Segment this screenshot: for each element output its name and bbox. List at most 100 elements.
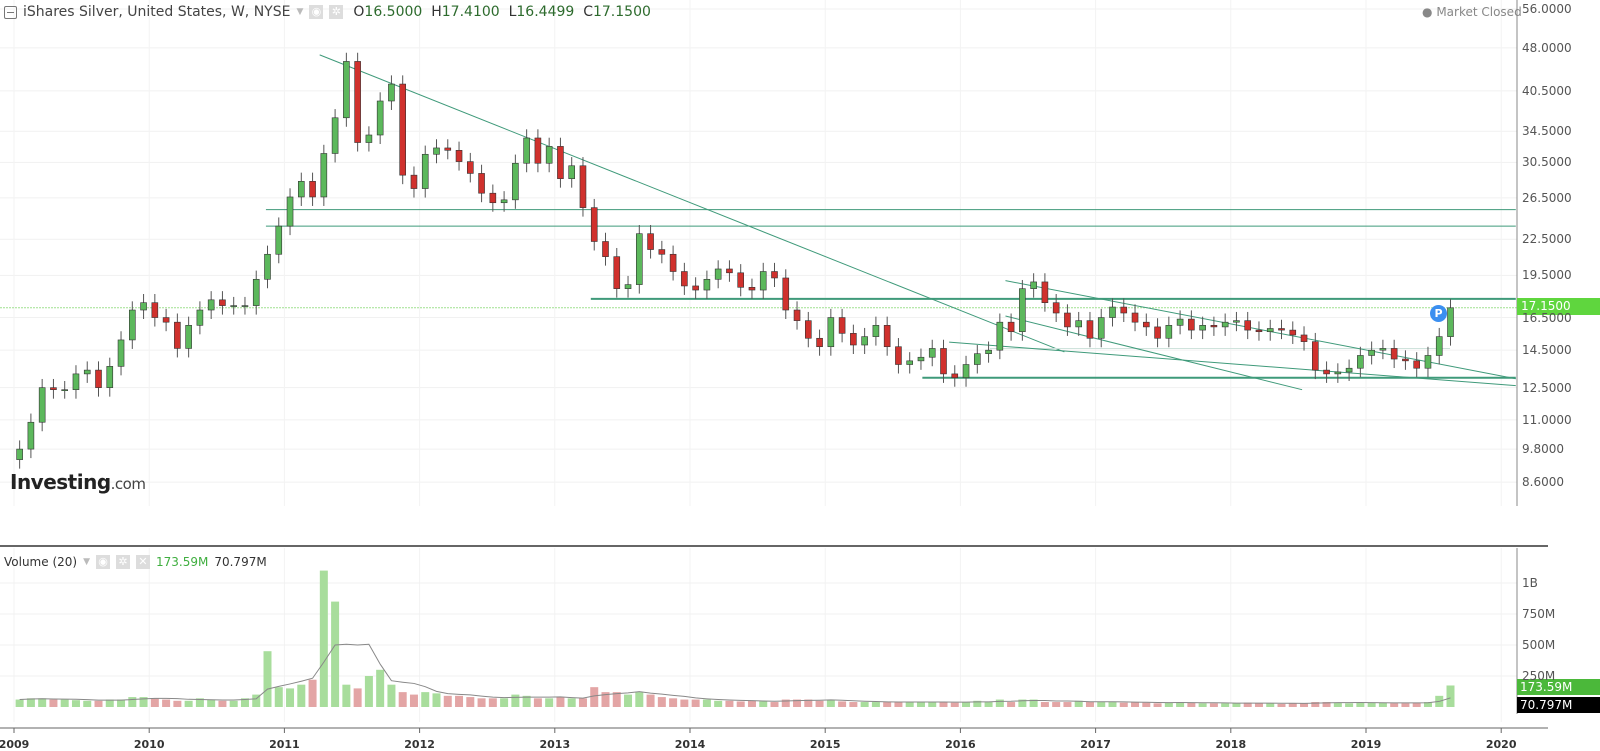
volume-bar <box>1209 703 1218 707</box>
candle <box>196 309 204 326</box>
volume-bar <box>466 697 475 707</box>
instrument-title[interactable]: iShares Silver, United States, W, NYSE <box>23 4 291 20</box>
candle <box>478 173 485 194</box>
candle <box>95 369 102 388</box>
volume-bar <box>240 698 249 707</box>
time-tick-label: 2011 <box>269 738 300 751</box>
volume-bar <box>995 699 1004 707</box>
candle <box>1435 336 1443 356</box>
candle <box>534 137 542 164</box>
collapse-icon[interactable] <box>4 5 17 19</box>
candle <box>433 147 440 155</box>
trendline[interactable] <box>1005 315 1303 391</box>
volume-bar <box>894 702 903 707</box>
candle <box>759 271 767 291</box>
volume-ma-value: 70.797M <box>214 555 267 569</box>
volume-bar <box>804 699 813 707</box>
candle <box>1041 281 1049 303</box>
candle <box>647 233 654 250</box>
volume-bar <box>274 687 283 707</box>
chevron-down-icon[interactable]: ▼ <box>83 557 90 567</box>
candle <box>343 61 350 119</box>
candle <box>354 61 361 143</box>
candle <box>635 233 643 285</box>
candle <box>838 317 846 334</box>
volume-bar <box>195 698 204 707</box>
price-tick-label: 8.6000 <box>1522 475 1564 490</box>
candle <box>985 349 992 354</box>
candle <box>1255 329 1263 333</box>
volume-bar <box>150 698 159 707</box>
candle <box>466 161 474 174</box>
high-value: 17.4100 <box>441 4 500 20</box>
candle <box>264 253 271 280</box>
volume-tick-label: 1B <box>1522 576 1538 590</box>
volume-bar <box>252 694 261 707</box>
volume-bar <box>1097 702 1106 707</box>
candle <box>1266 328 1274 333</box>
trendline[interactable] <box>319 54 1065 353</box>
high-label: H <box>431 4 442 20</box>
candle <box>928 348 936 358</box>
chevron-down-icon[interactable]: ▼ <box>296 7 304 17</box>
gear-icon[interactable]: ✲ <box>329 5 344 19</box>
volume-bar <box>207 699 216 707</box>
volume-bar <box>545 698 554 707</box>
volume-bar <box>770 702 779 707</box>
candle <box>421 153 429 189</box>
trendline[interactable] <box>949 341 1516 387</box>
price-tick-label: 30.5000 <box>1522 155 1572 170</box>
candle <box>129 309 136 341</box>
volume-bar <box>26 698 35 707</box>
volume-bar <box>691 699 700 707</box>
volume-bar <box>962 702 971 707</box>
volume-bar <box>1153 703 1162 707</box>
candle <box>523 137 530 164</box>
time-tick-label: 2015 <box>809 738 841 751</box>
gear-icon[interactable]: ✲ <box>116 555 130 569</box>
candle <box>1244 320 1251 331</box>
candle <box>1199 325 1206 331</box>
candle <box>1120 306 1128 314</box>
candle <box>219 299 226 306</box>
candle <box>1165 325 1173 339</box>
time-tick-label: 2009 <box>0 738 30 751</box>
eye-icon[interactable]: ◉ <box>96 555 110 569</box>
candle <box>973 353 981 365</box>
volume-bar <box>838 701 847 707</box>
volume-bar <box>364 676 373 707</box>
time-tick-label: 2017 <box>1080 738 1111 751</box>
close-icon[interactable]: ✕ <box>136 555 150 569</box>
volume-bar <box>342 684 351 707</box>
volume-bar <box>725 700 734 707</box>
volume-title[interactable]: Volume (20) <box>4 555 78 569</box>
candles <box>16 52 1454 469</box>
volume-bar <box>736 701 745 707</box>
eye-icon[interactable]: ◉ <box>309 5 324 19</box>
volume-bar <box>432 693 441 707</box>
candle <box>804 320 812 339</box>
volume-bar <box>15 699 24 707</box>
candle <box>286 196 294 227</box>
volume-bar <box>1232 703 1241 707</box>
volume-bar <box>1221 703 1230 707</box>
volume-bar <box>49 699 58 707</box>
volume-bar <box>1300 703 1309 707</box>
candle <box>1278 328 1285 331</box>
grid <box>0 0 1517 733</box>
candle <box>83 369 91 375</box>
candle <box>692 285 699 291</box>
price-tick-label: 19.5000 <box>1522 268 1572 283</box>
volume-bar <box>139 697 148 707</box>
volume-bar <box>500 698 509 707</box>
volume-bar <box>916 702 925 707</box>
volume-bar <box>1052 702 1061 707</box>
volume-bar <box>1029 699 1038 707</box>
trendlines[interactable] <box>265 54 1516 391</box>
chart-header: iShares Silver, United States, W, NYSE ▼… <box>4 4 651 20</box>
price-marker-badge[interactable]: P <box>1430 305 1447 322</box>
candle <box>444 147 452 151</box>
volume-bar <box>1401 703 1410 707</box>
candle <box>230 305 237 307</box>
